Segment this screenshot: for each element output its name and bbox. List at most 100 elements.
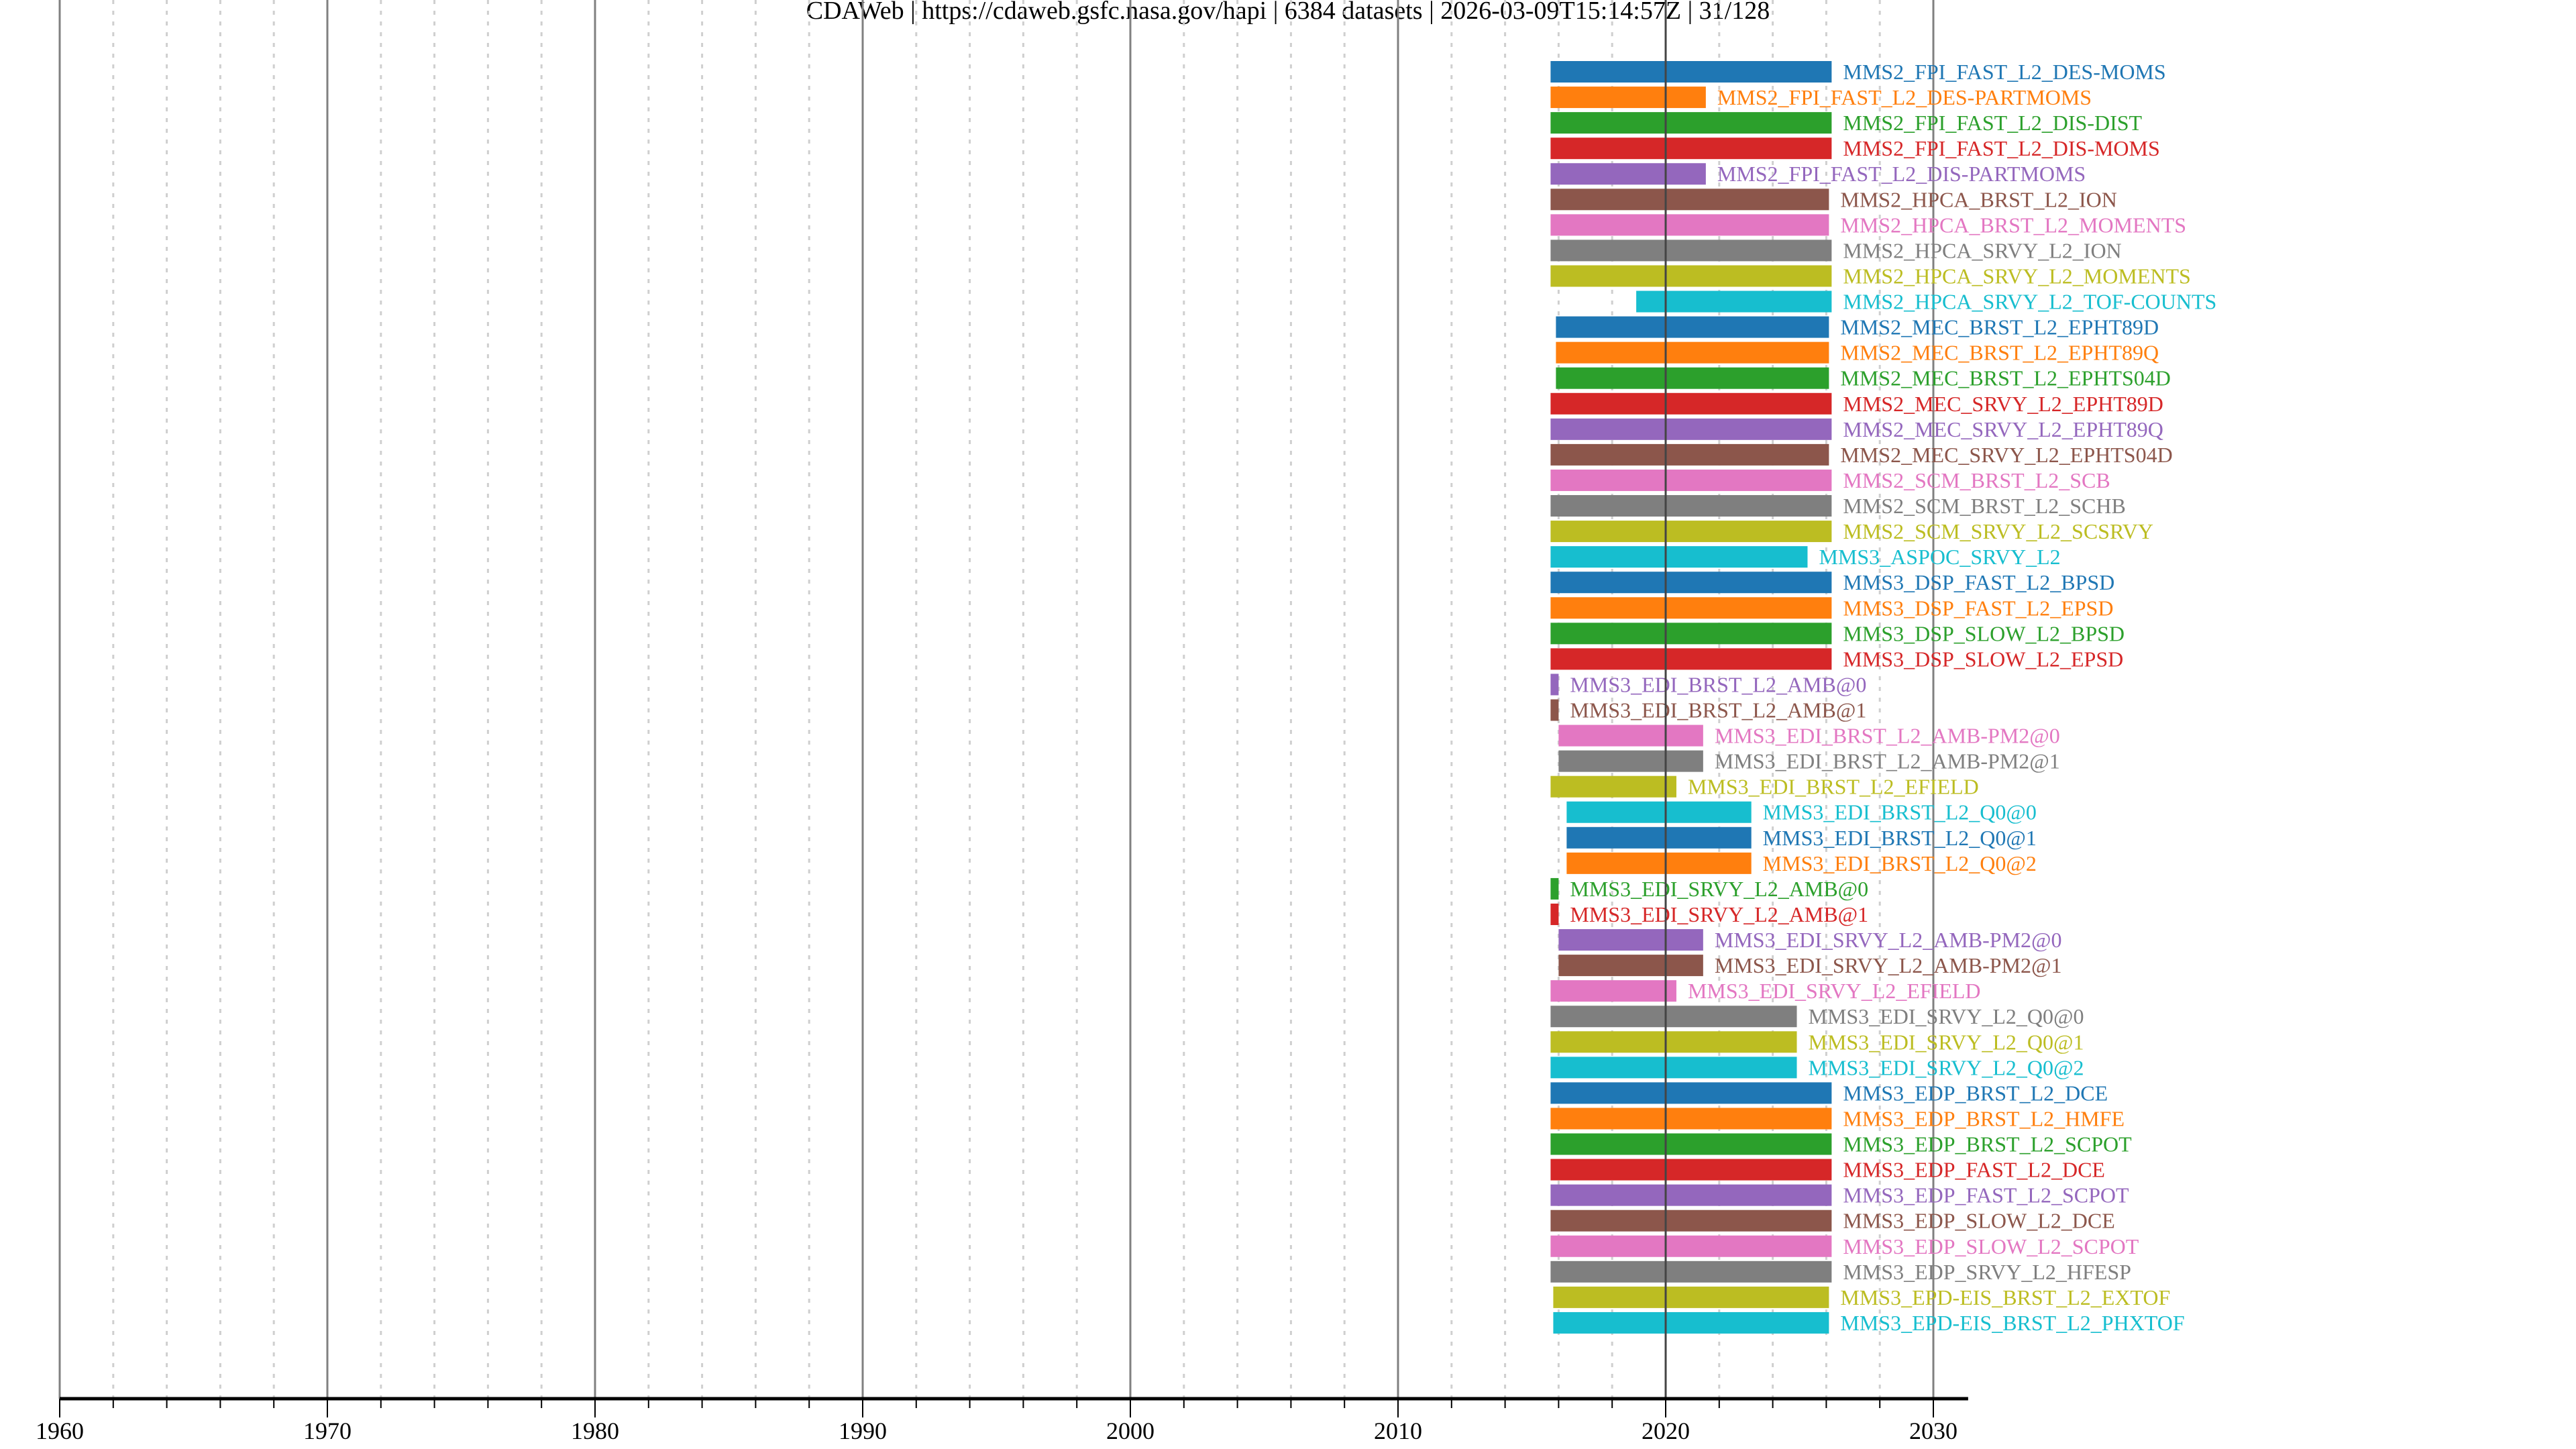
dataset-label: MMS2_SCM_SRVY_L2_SCSRVY: [1843, 519, 2153, 543]
dataset-label: MMS3_EPD-EIS_BRST_L2_PHXTOF: [1840, 1311, 2184, 1335]
dataset-label: MMS2_SCM_BRST_L2_SCB: [1843, 468, 2110, 492]
dataset-label: MMS2_MEC_BRST_L2_EPHTS04D: [1840, 366, 2171, 390]
dataset-label: MMS3_EDP_SRVY_L2_HFESP: [1843, 1260, 2131, 1284]
timeline-bar: [1550, 1159, 1832, 1181]
dataset-label: MMS3_EDI_SRVY_L2_AMB-PM2@0: [1715, 928, 2062, 952]
timeline-bar: [1550, 597, 1832, 619]
timeline-bar: [1550, 903, 1559, 925]
dataset-label: MMS3_EPD-EIS_BRST_L2_EXTOF: [1840, 1285, 2170, 1309]
dataset-label: MMS3_EDI_BRST_L2_AMB@0: [1570, 672, 1866, 696]
timeline-bar: [1558, 955, 1703, 977]
timeline-bar: [1566, 852, 1752, 874]
timeline-bar: [1550, 214, 1829, 236]
dataset-label: MMS2_MEC_BRST_L2_EPHT89D: [1840, 315, 2159, 339]
timeline-bar: [1550, 572, 1832, 594]
dataset-label: MMS3_EDI_BRST_L2_AMB-PM2@0: [1715, 724, 2060, 748]
timeline-bar: [1556, 341, 1829, 364]
dataset-label: MMS3_EDI_SRVY_L2_Q0@0: [1809, 1004, 2084, 1028]
timeline-bar: [1550, 392, 1832, 415]
timeline-bar: [1550, 469, 1832, 491]
dataset-label: MMS2_HPCA_SRVY_L2_ION: [1843, 238, 2121, 262]
timeline-bar: [1550, 775, 1676, 798]
timeline-bar: [1558, 929, 1703, 951]
dataset-label: MMS3_EDP_FAST_L2_SCPOT: [1843, 1183, 2129, 1208]
title-url: https://cdaweb.gsfc.nasa.gov/hapi: [922, 0, 1267, 25]
timeline-bar: [1550, 1082, 1832, 1104]
timeline-bar: [1550, 699, 1559, 721]
dataset-label: MMS2_FPI_FAST_L2_DIS-PARTMOMS: [1717, 162, 2086, 186]
timeline-bar: [1550, 521, 1832, 543]
timeline-bar: [1556, 316, 1829, 338]
timeline-bar: [1566, 826, 1752, 849]
x-tick-label: 2030: [1909, 1417, 1957, 1444]
dataset-label: MMS3_EDP_BRST_L2_SCPOT: [1843, 1132, 2132, 1157]
x-tick-label: 1960: [36, 1417, 84, 1444]
x-tick-label: 2000: [1106, 1417, 1155, 1444]
timeline-bar: [1558, 750, 1703, 772]
dataset-label: MMS2_HPCA_BRST_L2_MOMENTS: [1840, 213, 2186, 237]
timeline-bar: [1550, 265, 1832, 287]
dataset-label: MMS3_EDI_SRVY_L2_Q0@2: [1809, 1055, 2084, 1079]
timeline-bar: [1550, 1260, 1832, 1283]
dataset-label: MMS2_MEC_BRST_L2_EPHT89Q: [1840, 341, 2159, 365]
dataset-label: MMS2_FPI_FAST_L2_DES-MOMS: [1843, 60, 2165, 84]
dataset-label: MMS3_EDP_SLOW_L2_SCPOT: [1843, 1234, 2139, 1258]
timeline-bar: [1556, 367, 1829, 389]
dataset-label: MMS3_DSP_SLOW_L2_BPSD: [1843, 621, 2125, 645]
dataset-label: MMS3_EDP_BRST_L2_DCE: [1843, 1081, 2108, 1105]
dataset-label: MMS3_EDI_SRVY_L2_AMB@1: [1570, 902, 1868, 926]
timeline-bar: [1550, 495, 1832, 517]
timeline-bar: [1550, 87, 1706, 109]
timeline-bar: [1550, 163, 1706, 185]
x-tick-label: 2010: [1374, 1417, 1422, 1444]
timeline-bar: [1550, 1031, 1797, 1053]
dataset-label: MMS2_SCM_BRST_L2_SCHB: [1843, 494, 2125, 518]
dataset-label: MMS3_EDI_SRVY_L2_AMB@0: [1570, 877, 1868, 901]
timeline-bar: [1550, 138, 1832, 160]
title-page: 31/128: [1699, 0, 1770, 25]
chart-title: CDAWeb | https://cdaweb.gsfc.nasa.gov/ha…: [0, 0, 2576, 25]
dataset-label: MMS3_EDI_BRST_L2_Q0@2: [1763, 851, 2037, 875]
dataset-label: MMS3_EDI_BRST_L2_EFIELD: [1688, 775, 1979, 799]
timeline-bar: [1550, 61, 1832, 83]
dataset-label: MMS3_EDI_SRVY_L2_AMB-PM2@1: [1715, 953, 2062, 977]
timeline-bar: [1550, 1133, 1832, 1155]
dataset-label: MMS3_EDP_SLOW_L2_DCE: [1843, 1209, 2114, 1233]
timeline-bar: [1550, 1006, 1797, 1028]
timeline-bar: [1550, 980, 1676, 1002]
timeline-bar: [1550, 239, 1832, 262]
timeline-bar: [1558, 724, 1703, 747]
timeline-bar: [1550, 674, 1559, 696]
dataset-label: MMS2_MEC_SRVY_L2_EPHT89D: [1843, 392, 2163, 416]
title-timestamp: 2026-03-09T15:14:57Z: [1440, 0, 1682, 25]
title-source: CDAWeb: [806, 0, 904, 25]
timeline-bar: [1566, 801, 1752, 823]
dataset-label: MMS2_HPCA_SRVY_L2_TOF-COUNTS: [1843, 290, 2216, 314]
timeline-bar: [1550, 418, 1832, 440]
x-tick-label: 1980: [571, 1417, 619, 1444]
dataset-label: MMS3_EDP_BRST_L2_HMFE: [1843, 1106, 2125, 1130]
dataset-label: MMS3_EDI_BRST_L2_AMB-PM2@1: [1715, 749, 2060, 773]
dataset-label: MMS3_EDI_BRST_L2_Q0@0: [1763, 800, 2037, 824]
dataset-label: MMS3_DSP_SLOW_L2_EPSD: [1843, 647, 2123, 671]
dataset-label: MMS3_DSP_FAST_L2_BPSD: [1843, 570, 2114, 594]
timeline-bar: [1550, 546, 1808, 568]
dataset-label: MMS2_FPI_FAST_L2_DIS-MOMS: [1843, 136, 2159, 160]
dataset-label: MMS2_FPI_FAST_L2_DES-PARTMOMS: [1717, 85, 2092, 109]
x-tick-label: 2020: [1642, 1417, 1690, 1444]
x-tick-label: 1990: [839, 1417, 887, 1444]
timeline-bar: [1553, 1286, 1829, 1308]
dataset-label: MMS3_ASPOC_SRVY_L2: [1819, 545, 2060, 569]
dataset-label: MMS3_EDI_BRST_L2_AMB@1: [1570, 698, 1866, 722]
timeline-bar: [1550, 1210, 1832, 1232]
timeline-bar: [1550, 1057, 1797, 1079]
title-count: 6384 datasets: [1284, 0, 1423, 25]
timeline-bar: [1550, 443, 1829, 466]
dataset-label: MMS3_EDP_FAST_L2_DCE: [1843, 1158, 2105, 1182]
timeline-bar: [1553, 1311, 1829, 1334]
dataset-label: MMS2_HPCA_BRST_L2_ION: [1840, 187, 2117, 211]
dataset-label: MMS3_EDI_SRVY_L2_EFIELD: [1688, 979, 1981, 1003]
dataset-label: MMS3_EDI_SRVY_L2_Q0@1: [1809, 1030, 2084, 1054]
dataset-label: MMS2_MEC_SRVY_L2_EPHT89Q: [1843, 417, 2163, 441]
